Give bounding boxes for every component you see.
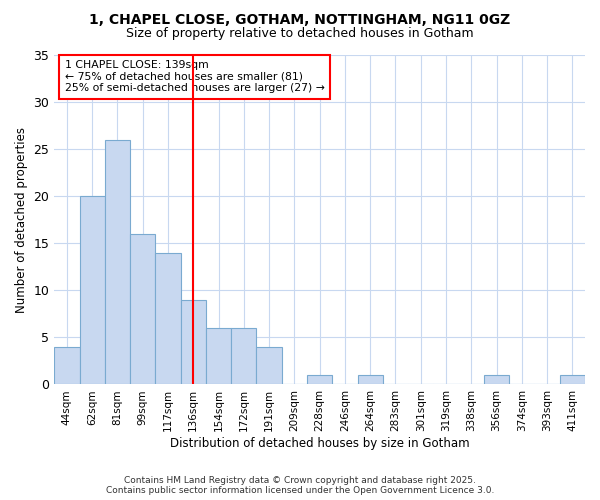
Bar — [231, 328, 256, 384]
Bar — [256, 347, 282, 385]
Text: Size of property relative to detached houses in Gotham: Size of property relative to detached ho… — [126, 28, 474, 40]
Bar — [560, 375, 585, 384]
Bar — [130, 234, 155, 384]
Text: Contains HM Land Registry data © Crown copyright and database right 2025.
Contai: Contains HM Land Registry data © Crown c… — [106, 476, 494, 495]
Text: 1 CHAPEL CLOSE: 139sqm
← 75% of detached houses are smaller (81)
25% of semi-det: 1 CHAPEL CLOSE: 139sqm ← 75% of detached… — [65, 60, 325, 93]
Bar — [307, 375, 332, 384]
Text: 1, CHAPEL CLOSE, GOTHAM, NOTTINGHAM, NG11 0GZ: 1, CHAPEL CLOSE, GOTHAM, NOTTINGHAM, NG1… — [89, 12, 511, 26]
Bar — [358, 375, 383, 384]
X-axis label: Distribution of detached houses by size in Gotham: Distribution of detached houses by size … — [170, 437, 469, 450]
Bar — [155, 252, 181, 384]
Bar — [484, 375, 509, 384]
Y-axis label: Number of detached properties: Number of detached properties — [15, 126, 28, 312]
Bar — [54, 347, 80, 385]
Bar — [181, 300, 206, 384]
Bar — [80, 196, 105, 384]
Bar — [206, 328, 231, 384]
Bar — [105, 140, 130, 384]
